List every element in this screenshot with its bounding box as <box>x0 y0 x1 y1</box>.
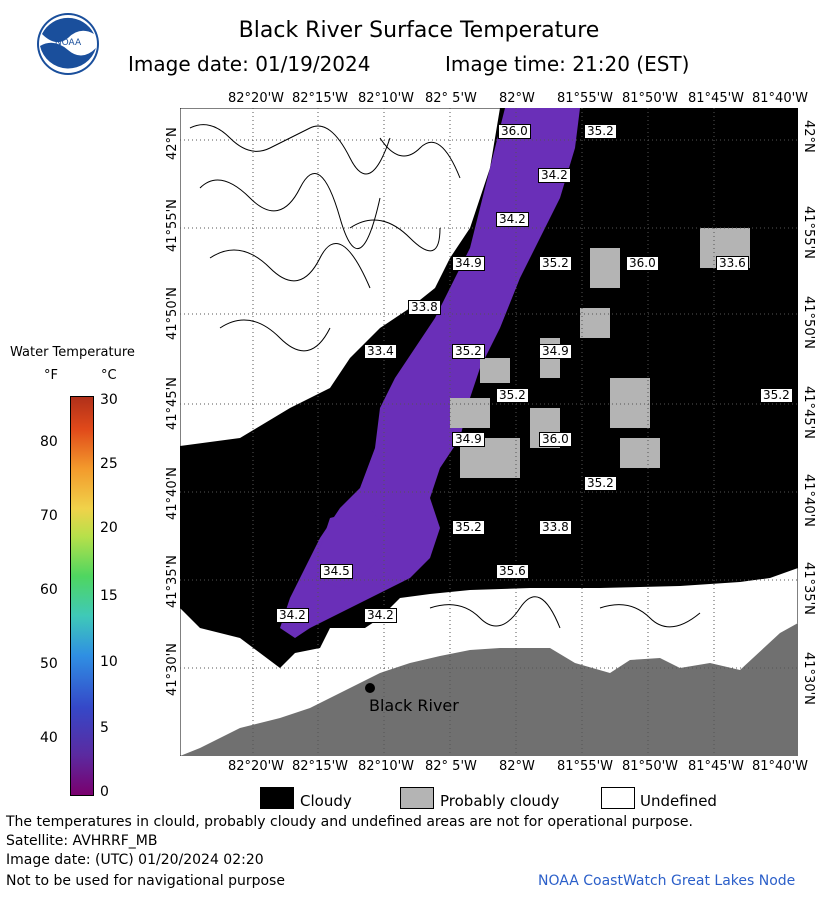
temp-label: 34.5 <box>320 564 353 579</box>
lat-tick: 42°N <box>165 127 180 160</box>
temp-label: 35.2 <box>452 520 485 535</box>
noaa-node-link[interactable]: NOAA CoastWatch Great Lakes Node <box>538 873 796 889</box>
temp-label: 35.6 <box>496 564 529 579</box>
legend-cloudy-label: Cloudy <box>300 792 352 810</box>
colorbar-f-tick: 70 <box>40 508 58 524</box>
colorbar-title: Water Temperature <box>10 345 135 360</box>
image-date-label: Image date: 01/19/2024 <box>128 52 371 76</box>
noaa-logo-icon: NOAA <box>37 13 99 75</box>
graticule <box>180 108 798 756</box>
lon-tick: 82° 5'W <box>425 91 477 106</box>
temp-label: 35.2 <box>584 124 617 139</box>
lon-tick: 82°15'W <box>292 91 349 106</box>
temp-label: 34.2 <box>538 168 571 183</box>
legend-probably-cloudy-label: Probably cloudy <box>440 792 560 810</box>
temp-label: 35.2 <box>452 344 485 359</box>
temp-label: 36.0 <box>498 124 531 139</box>
legend-undefined-label: Undefined <box>640 792 717 810</box>
colorbar <box>70 396 94 796</box>
temp-label: 36.0 <box>626 256 659 271</box>
colorbar-c-tick: 10 <box>100 654 118 670</box>
temp-label: 35.2 <box>539 256 572 271</box>
temp-label: 33.4 <box>364 344 397 359</box>
lat-tick: 41°35'N <box>165 555 180 608</box>
colorbar-c-tick: 25 <box>100 456 118 472</box>
temp-label: 36.0 <box>539 432 572 447</box>
temp-label: 34.2 <box>276 608 309 623</box>
lon-tick: 81°50'W <box>622 91 679 106</box>
lat-tick: 41°30'N <box>801 652 816 705</box>
colorbar-c-tick: 5 <box>100 720 109 736</box>
nav-warning-text: Not to be used for navigational purpose <box>6 873 285 889</box>
lon-tick: 82°20'W <box>228 91 285 106</box>
colorbar-c-tick: 0 <box>100 784 109 800</box>
lon-tick: 82° 5'W <box>425 759 477 774</box>
lat-tick: 41°35'N <box>801 562 816 615</box>
temp-label: 34.9 <box>452 432 485 447</box>
temp-label: 35.2 <box>496 388 529 403</box>
colorbar-f-tick: 80 <box>40 434 58 450</box>
lon-tick: 81°40'W <box>752 91 809 106</box>
cold-water-region <box>280 108 580 638</box>
land-region <box>180 623 798 756</box>
colorbar-unit-c: °C <box>101 368 117 383</box>
colorbar-c-tick: 20 <box>100 520 118 536</box>
temp-label: 33.8 <box>539 520 572 535</box>
lat-tick: 41°30'N <box>165 643 180 696</box>
lat-tick: 41°50'N <box>165 287 180 340</box>
lon-tick: 81°50'W <box>622 759 679 774</box>
utc-date-text: Image date: (UTC) 01/20/2024 02:20 <box>6 852 264 868</box>
lon-tick: 82°W <box>499 91 535 106</box>
legend-cloudy-swatch <box>260 787 294 809</box>
map-title: Black River Surface Temperature <box>238 18 600 43</box>
temperature-map[interactable]: 36.0 35.2 34.2 34.2 34.9 35.2 36.0 33.6 … <box>179 107 799 757</box>
lat-tick: 42°N <box>801 120 816 153</box>
lon-tick: 82°20'W <box>228 759 285 774</box>
disclaimer-text: The temperatures in clould, probably clo… <box>6 814 693 830</box>
temp-label: 34.9 <box>539 344 572 359</box>
temp-label: 34.9 <box>452 256 485 271</box>
temp-label: 35.2 <box>760 388 793 403</box>
lon-tick: 81°45'W <box>688 759 745 774</box>
legend-probably-cloudy-swatch <box>400 787 434 809</box>
lat-tick: 41°40'N <box>801 474 816 527</box>
lat-tick: 41°55'N <box>801 206 816 259</box>
lat-tick: 41°40'N <box>165 467 180 520</box>
colorbar-c-tick: 15 <box>100 588 118 604</box>
temp-label: 34.2 <box>364 608 397 623</box>
legend-undefined-swatch <box>601 787 635 809</box>
lat-tick: 41°55'N <box>165 199 180 252</box>
black-river-marker-icon[interactable] <box>363 681 377 695</box>
colorbar-f-tick: 60 <box>40 582 58 598</box>
contour-lines <box>189 124 701 629</box>
lon-tick: 81°55'W <box>557 91 614 106</box>
lon-tick: 81°40'W <box>752 759 809 774</box>
lat-tick: 41°45'N <box>165 377 180 430</box>
temp-label: 34.2 <box>496 212 529 227</box>
temp-label: 33.6 <box>716 256 749 271</box>
colorbar-c-tick: 30 <box>100 392 118 408</box>
colorbar-f-tick: 40 <box>40 730 58 746</box>
lon-tick: 82°W <box>499 759 535 774</box>
lon-tick: 81°55'W <box>557 759 614 774</box>
lat-tick: 41°50'N <box>801 296 816 349</box>
satellite-text: Satellite: AVHRRF_MB <box>6 833 158 849</box>
temp-label: 35.2 <box>584 476 617 491</box>
lon-tick: 82°15'W <box>292 759 349 774</box>
lon-tick: 82°10'W <box>358 91 415 106</box>
lon-tick: 81°45'W <box>688 91 745 106</box>
image-time-label: Image time: 21:20 (EST) <box>445 52 690 76</box>
lat-tick: 41°45'N <box>801 386 816 439</box>
colorbar-unit-f: °F <box>44 368 58 383</box>
colorbar-f-tick: 50 <box>40 656 58 672</box>
temp-label: 33.8 <box>408 300 441 315</box>
lon-tick: 82°10'W <box>358 759 415 774</box>
place-label: Black River <box>369 696 459 715</box>
logo-text: NOAA <box>55 38 82 48</box>
map-canvas <box>179 107 799 757</box>
